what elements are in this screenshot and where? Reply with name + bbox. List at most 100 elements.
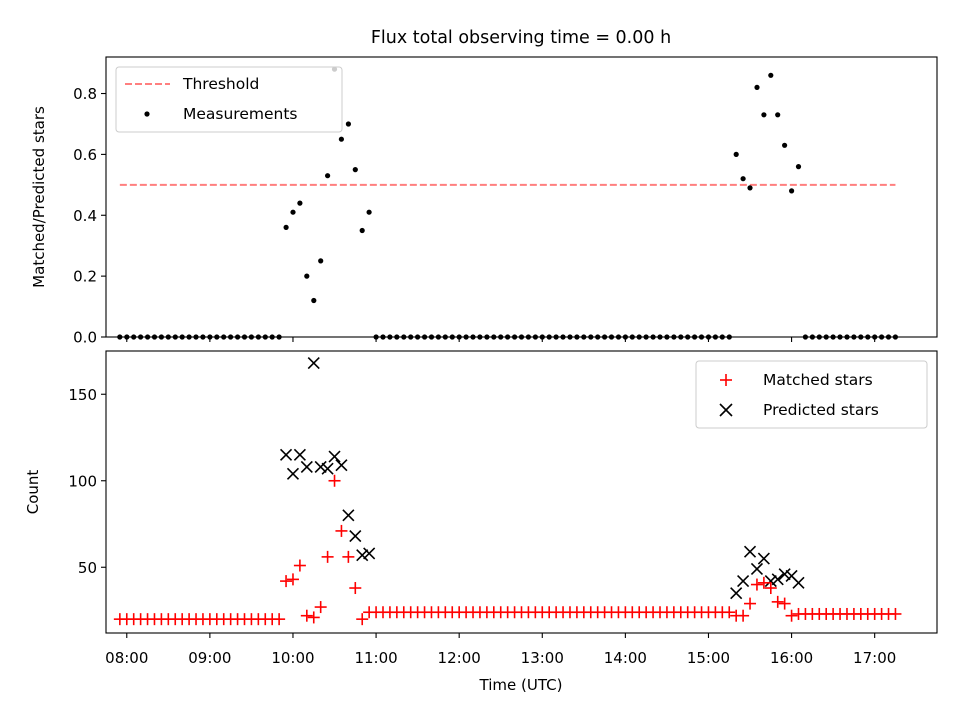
matched-stars-point [737,609,750,622]
measurement-point [338,136,344,142]
x-axis-label: Time (UTC) [479,676,563,694]
matched-stars-point [723,606,736,619]
count-legend: Matched stars Predicted stars [695,360,928,429]
matched-stars-point [280,575,293,588]
matched-stars-point [771,595,784,608]
count-y-tick-label: 150 [68,386,97,404]
predicted-stars-point [342,509,355,522]
count-y-tick-label: 50 [78,559,97,577]
matched-stars-point [307,611,320,624]
matched-stars-point [785,609,798,622]
measurement-point [352,167,358,173]
predicted-stars-point [300,460,313,473]
matched-legend-swatch [720,374,732,386]
matched-stars-point [778,597,791,610]
x-tick-label: 17:00 [853,649,896,667]
measurements-legend-label: Measurements [183,105,298,123]
measurement-point [283,224,289,230]
count-ticks: 50 100 150 08:00 09:00 10:00 11:00 12:00 13:00 14… [68,386,896,667]
measurement-point [754,84,760,90]
measurement-point [304,273,310,279]
x-tick-label: 13:00 [521,649,564,667]
ratio-y-tick-label: 0.2 [73,268,97,286]
measurement-point [325,173,331,179]
matched-stars-point [764,582,777,595]
measurement-point [366,209,372,215]
matched-stars-point [757,576,770,589]
predicted-legend-swatch [719,403,733,417]
measurement-point [345,121,351,127]
measurement-point [747,185,753,191]
x-tick-label: 08:00 [105,649,148,667]
matched-stars-point [328,474,341,487]
x-tick-label: 11:00 [354,649,397,667]
count-axes-frame [105,350,938,634]
predicted-stars-point [328,450,341,463]
predicted-stars-point [363,547,376,560]
matched-stars-point [889,607,902,620]
matched-stars-point [356,613,369,626]
ratio-y-tick-label: 0.8 [73,85,97,103]
predicted-stars-point [737,575,750,588]
predicted-stars-point [314,460,327,473]
measurement-point [768,72,774,78]
x-tick-label: 10:00 [271,649,314,667]
measurement-point [290,209,296,215]
ratio-y-tick-label: 0.0 [73,329,97,347]
ratio-panel: 0.00.20.40.60.8 Matched/Predicted stars … [30,56,938,347]
count-marks [113,357,902,626]
count-y-axis-label: Count [24,470,42,515]
predicted-stars-point [778,568,791,581]
matched-stars-point [286,573,299,586]
measurement-point [359,227,365,234]
ratio-y-tick-label: 0.6 [73,146,97,164]
predicted-stars-point [764,575,777,588]
measurement-point [740,176,746,182]
predicted-legend-label: Predicted stars [763,401,879,419]
predicted-stars-point [750,562,764,576]
predicted-stars-point [279,448,293,461]
threshold-legend-label: Threshold [182,75,259,93]
predicted-stars-point [321,462,334,475]
count-panel: 50 100 150 08:00 09:00 10:00 11:00 12:00 13:00 14… [24,350,938,694]
matched-stars-point [750,578,763,591]
x-tick-label: 09:00 [188,649,231,667]
count-legend-box [695,360,928,429]
ratio-ticks: 0.0 0.2 0.4 0.6 0.8 [73,85,876,347]
measurements-legend-swatch [144,111,150,117]
predicted-stars-point [771,573,784,586]
predicted-stars-point [307,357,320,370]
matched-stars-point [314,601,327,614]
measurement-point [297,200,303,206]
predicted-stars-point [349,530,362,543]
x-tick-label: 14:00 [604,649,647,667]
measurement-point [761,112,767,118]
ratio-y-axis-label: Matched/Predicted stars [30,106,48,288]
matched-stars-point [342,550,355,563]
matched-stars-point [273,613,286,626]
matched-legend-label: Matched stars [763,371,873,389]
measurement-point [318,258,324,264]
x-tick-label: 15:00 [687,649,730,667]
ratio-legend: Threshold Measurements [115,66,343,133]
ratio-axes-frame [105,56,938,338]
predicted-stars-point [757,552,770,565]
measurement-point [311,297,317,304]
matched-stars-point [349,582,362,595]
predicted-stars-point [792,576,805,589]
predicted-stars-point [730,587,743,600]
predicted-stars-point [293,448,306,461]
chart-title: Flux total observing time = 0.00 h [371,28,671,48]
x-tick-label: 16:00 [770,649,813,667]
count-y-tick-label: 100 [68,472,97,490]
matched-stars-point [321,550,334,563]
measurement-point [782,142,788,148]
matched-stars-point [744,597,757,610]
measurement-point [733,151,739,157]
x-tick-label: 12:00 [438,649,481,667]
measurement-point [795,164,802,170]
predicted-stars-point [743,545,757,558]
matched-stars-point [335,524,348,537]
ratio-legend-box [115,66,343,133]
